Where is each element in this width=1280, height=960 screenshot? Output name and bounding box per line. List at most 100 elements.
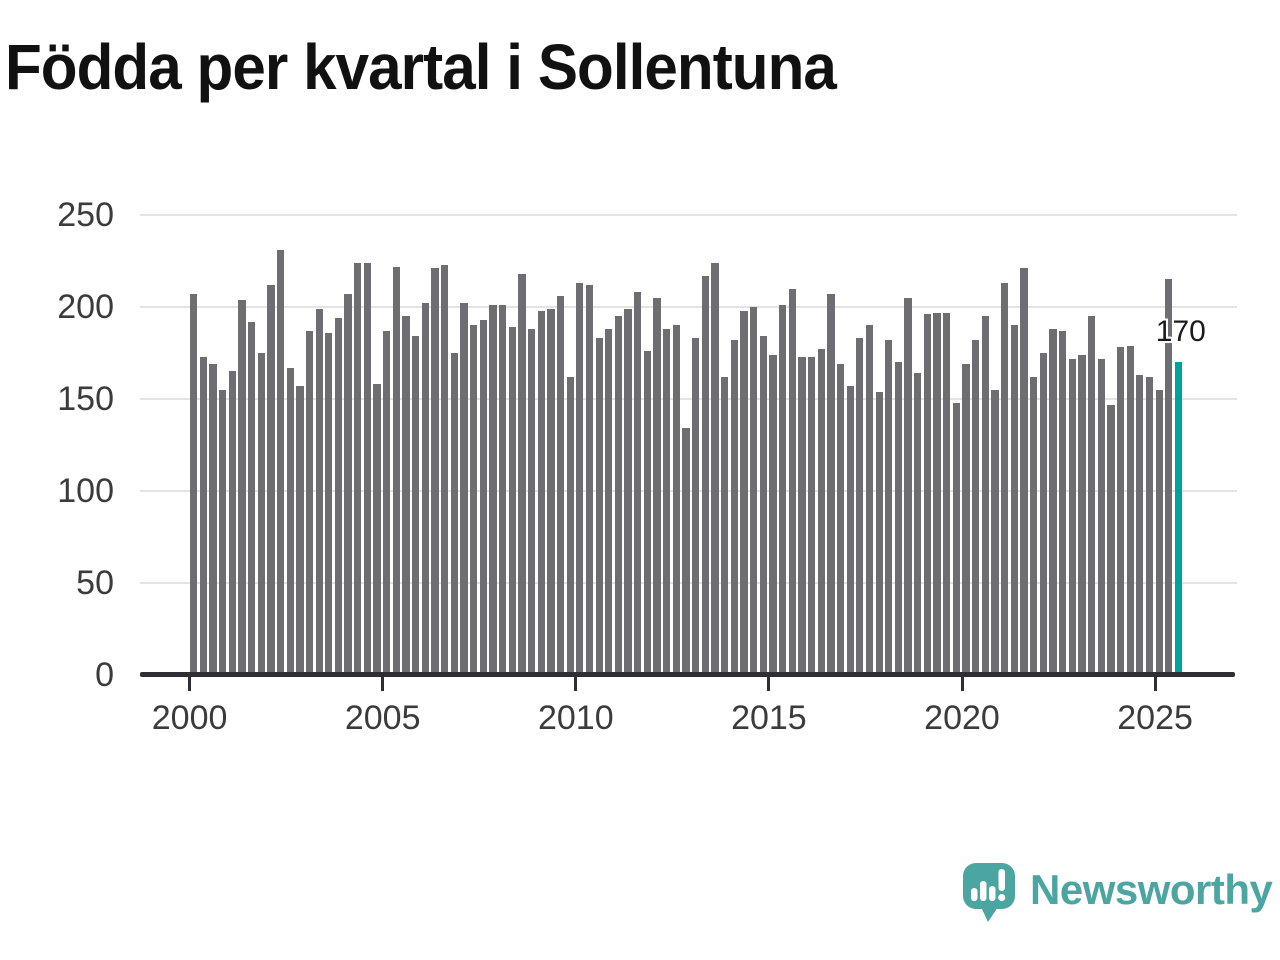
bar-2004-Q4 — [373, 384, 381, 675]
x-tick-2005 — [381, 675, 385, 691]
bar-2013-Q4 — [721, 376, 729, 675]
bar-2002-Q3 — [286, 367, 294, 675]
bar-2021-Q2 — [1010, 325, 1018, 675]
gridline-150 — [140, 398, 1237, 400]
bar-2009-Q1 — [537, 310, 545, 675]
x-tick-2015 — [767, 675, 771, 691]
x-tick-2020 — [960, 675, 964, 691]
bar-2001-Q4 — [257, 353, 265, 675]
bar-2017-Q1 — [846, 386, 854, 675]
bar-2015-Q4 — [798, 356, 806, 675]
bar-2015-Q3 — [788, 288, 796, 675]
x-tick-label-2015: 2015 — [731, 699, 807, 737]
bar-2003-Q1 — [305, 330, 314, 675]
bar-2023-Q4 — [1107, 404, 1115, 675]
bar-2023-Q1 — [1078, 354, 1086, 675]
bar-2012-Q2 — [663, 329, 671, 675]
bar-2022-Q3 — [1058, 330, 1067, 675]
bar-2008-Q3 — [518, 273, 526, 675]
bar-2021-Q3 — [1020, 268, 1028, 675]
bar-2020-Q2 — [972, 340, 980, 675]
bar-2018-Q2 — [894, 362, 903, 675]
bar-2003-Q2 — [315, 308, 323, 675]
bar-2012-Q1 — [653, 297, 661, 675]
bar-2001-Q2 — [238, 299, 246, 675]
x-tick-label-2020: 2020 — [924, 699, 1000, 737]
bar-2024-Q2 — [1126, 345, 1134, 675]
bar-2011-Q2 — [624, 308, 632, 675]
bar-2024-Q1 — [1116, 347, 1125, 675]
bar-2021-Q1 — [1001, 283, 1009, 675]
bar-2005-Q1 — [383, 330, 391, 675]
bar-2015-Q1 — [769, 354, 777, 675]
bar-2003-Q4 — [334, 318, 343, 675]
bar-2020-Q4 — [991, 389, 999, 675]
gridline-250 — [140, 214, 1237, 216]
y-tick-label-0: 0 — [95, 656, 114, 694]
bar-2010-Q1 — [576, 283, 584, 675]
bar-2005-Q2 — [392, 266, 401, 675]
y-tick-label-50: 50 — [76, 564, 114, 602]
bar-2022-Q1 — [1039, 353, 1047, 675]
bar-2017-Q4 — [875, 391, 883, 675]
bar-2019-Q3 — [943, 312, 951, 675]
bar-2024-Q4 — [1145, 376, 1154, 675]
bar-2010-Q3 — [595, 338, 603, 675]
chart-title: Födda per kvartal i Sollentuna — [5, 31, 837, 103]
x-tick-label-2010: 2010 — [537, 699, 614, 737]
bar-2004-Q3 — [363, 262, 372, 675]
bar-2013-Q2 — [701, 275, 709, 675]
bar-2010-Q2 — [585, 284, 594, 675]
bar-2022-Q2 — [1049, 329, 1057, 675]
bar-2007-Q2 — [469, 325, 478, 675]
bar-2005-Q4 — [412, 336, 420, 675]
bar-2011-Q4 — [643, 351, 652, 675]
x-tick-label-2000: 2000 — [151, 699, 228, 737]
bar-2023-Q2 — [1087, 316, 1096, 675]
x-tick-label-2025: 2025 — [1117, 699, 1193, 737]
bar-2001-Q1 — [228, 371, 236, 675]
bar-2001-Q3 — [247, 321, 256, 675]
bar-2002-Q4 — [296, 386, 304, 675]
bar-2006-Q1 — [421, 303, 430, 675]
x-tick-2000 — [188, 675, 192, 691]
bar-2006-Q3 — [441, 264, 449, 675]
bar-2017-Q2 — [856, 338, 864, 675]
bar-2022-Q4 — [1068, 358, 1076, 675]
bar-2008-Q2 — [508, 327, 516, 675]
bar-2006-Q2 — [431, 268, 439, 675]
bar-2025-Q3 — [1174, 362, 1183, 675]
bar-2024-Q3 — [1136, 375, 1144, 675]
bar-2016-Q2 — [817, 349, 825, 675]
bar-2015-Q2 — [778, 305, 787, 675]
bar-2006-Q4 — [450, 353, 458, 675]
x-tick-label-2005: 2005 — [344, 699, 421, 737]
bar-2011-Q1 — [614, 316, 623, 675]
y-tick-label-200: 200 — [57, 288, 114, 326]
bar-2009-Q4 — [566, 376, 574, 675]
bar-2009-Q2 — [547, 308, 555, 675]
bar-2002-Q1 — [267, 284, 275, 675]
bar-2018-Q1 — [885, 340, 893, 675]
y-tick-label-100: 100 — [57, 472, 114, 510]
highlight-value-label: 170 — [1155, 315, 1206, 349]
bar-2008-Q4 — [527, 329, 536, 675]
bar-2019-Q1 — [923, 314, 932, 675]
bar-2000-Q1 — [190, 294, 198, 675]
bar-2005-Q3 — [402, 316, 410, 675]
y-tick-label-250: 250 — [57, 196, 114, 234]
bar-2016-Q4 — [836, 364, 845, 675]
bar-2014-Q3 — [749, 307, 758, 675]
bar-2013-Q1 — [692, 338, 700, 675]
bar-2018-Q4 — [914, 373, 922, 675]
x-axis-line — [140, 672, 1235, 677]
bar-2004-Q2 — [354, 262, 362, 675]
bar-2008-Q1 — [498, 305, 507, 675]
bar-2018-Q3 — [904, 297, 912, 675]
bar-2017-Q3 — [865, 325, 874, 675]
bar-2007-Q3 — [479, 319, 487, 675]
bar-2003-Q3 — [325, 332, 333, 675]
gridline-200 — [140, 306, 1237, 308]
bar-2016-Q1 — [807, 356, 816, 675]
bar-2000-Q2 — [199, 356, 207, 675]
